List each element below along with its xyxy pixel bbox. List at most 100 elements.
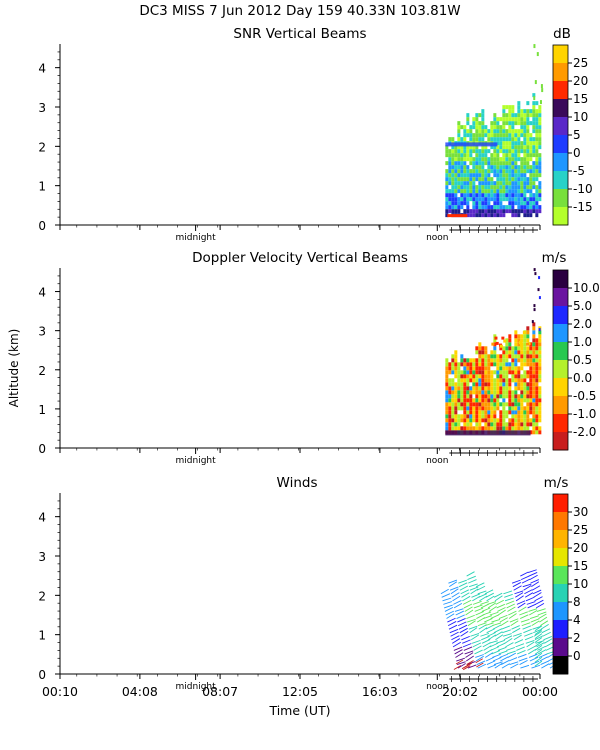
- snr-cell: [535, 121, 539, 126]
- snr-cell: [472, 161, 476, 166]
- snr-cell: [454, 177, 458, 182]
- doppler-cell: [466, 386, 470, 391]
- wind-barb: [500, 620, 509, 627]
- doppler-cell: [466, 422, 470, 427]
- snr-cell: [505, 133, 509, 138]
- snr-cell: [493, 129, 497, 134]
- doppler-cell: [508, 418, 512, 423]
- snr-cell: [472, 201, 476, 206]
- wind-barb: [468, 579, 477, 584]
- doppler-cell: [463, 358, 467, 363]
- doppler-units-label: m/s: [542, 250, 567, 266]
- snr-cell: [514, 133, 518, 138]
- wind-barb: [536, 608, 546, 612]
- wind-barb: [533, 628, 542, 634]
- wind-barb: [489, 642, 499, 648]
- doppler-cell: [481, 350, 485, 355]
- doppler-cell: [523, 338, 527, 343]
- snr-cell: [514, 197, 518, 202]
- doppler-cell: [469, 386, 473, 391]
- doppler-cell: [496, 406, 500, 411]
- snr-cell: [517, 201, 521, 206]
- wind-barb: [525, 640, 535, 644]
- doppler-cell: [472, 418, 476, 423]
- snr-cell: [532, 177, 536, 182]
- snr-cell: [511, 137, 515, 142]
- snr-cell: [520, 209, 524, 214]
- snr-cell: [493, 145, 497, 150]
- doppler-cell: [496, 374, 500, 379]
- doppler-cell: [478, 398, 482, 403]
- snr-cell: [496, 193, 500, 198]
- doppler-cell: [463, 362, 467, 367]
- doppler-cell: [457, 370, 461, 375]
- doppler-cell: [460, 378, 464, 383]
- figure-title: DC3 MISS 7 Jun 2012 Day 159 40.33N 103.8…: [139, 3, 460, 19]
- wind-barb: [450, 631, 459, 637]
- snr-cell: [496, 125, 500, 130]
- snr-cell: [481, 209, 485, 214]
- doppler-cell: [502, 418, 506, 423]
- snr-cell: [532, 101, 536, 106]
- snr-cell: [469, 129, 473, 134]
- winds-panel-title: Winds: [277, 475, 318, 491]
- doppler-cell: [532, 386, 536, 391]
- doppler-colorbar: 10.05.02.01.00.50.0-0.5-1.0-2.0: [552, 269, 600, 451]
- wind-barb: [534, 648, 543, 655]
- wind-barb: [453, 600, 462, 605]
- doppler-cell: [493, 350, 497, 355]
- snr-cell: [505, 153, 509, 158]
- wind-barb: [463, 646, 473, 651]
- y-tick-label: 1: [38, 403, 46, 417]
- snr-cell: [490, 161, 494, 166]
- snr-cell: [526, 137, 530, 142]
- colorbar-segment: [553, 548, 568, 567]
- snr-cell: [472, 133, 476, 138]
- wind-barb: [511, 625, 520, 630]
- wind-barb: [485, 592, 494, 598]
- wind-barb: [534, 660, 543, 667]
- doppler-cell: [454, 386, 458, 391]
- snr-cell: [457, 145, 461, 150]
- snr-cell: [472, 137, 476, 142]
- wind-barb: [459, 627, 468, 634]
- doppler-cell: [472, 370, 476, 375]
- doppler-cell: [472, 402, 476, 407]
- wind-barb: [539, 616, 548, 623]
- doppler-cell: [490, 398, 494, 403]
- snr-cell: [526, 205, 530, 210]
- snr-cell: [533, 96, 536, 101]
- doppler-cell: [493, 410, 497, 415]
- snr-cell: [445, 209, 449, 214]
- snr-cell: [481, 185, 485, 190]
- doppler-cell: [463, 374, 467, 379]
- colorbar-label: 10: [573, 110, 588, 124]
- doppler-cell: [526, 342, 530, 346]
- wind-barb: [527, 645, 536, 651]
- snr-units-label: dB: [553, 26, 571, 42]
- doppler-cell: [514, 370, 518, 375]
- doppler-cell: [526, 370, 530, 375]
- doppler-cell: [532, 430, 536, 435]
- snr-cell: [487, 193, 491, 198]
- snr-cell: [514, 213, 518, 218]
- doppler-cell: [475, 406, 479, 411]
- snr-cell: [526, 113, 530, 118]
- doppler-cell: [448, 362, 452, 367]
- snr-cell: [514, 129, 518, 134]
- snr-cell: [502, 169, 506, 174]
- doppler-cell: [535, 418, 539, 423]
- snr-cell: [448, 165, 452, 170]
- snr-cell: [457, 137, 461, 142]
- wind-barb: [461, 635, 470, 641]
- doppler-cell: [448, 378, 452, 383]
- snr-cell: [526, 121, 530, 126]
- snr-cell: [502, 209, 506, 214]
- snr-cell: [508, 193, 512, 198]
- snr-cell: [502, 105, 506, 110]
- snr-blue-band: [445, 142, 498, 147]
- snr-cell: [463, 125, 467, 130]
- snr-cell: [463, 149, 467, 154]
- snr-cell: [538, 173, 542, 178]
- snr-cell: [448, 189, 452, 194]
